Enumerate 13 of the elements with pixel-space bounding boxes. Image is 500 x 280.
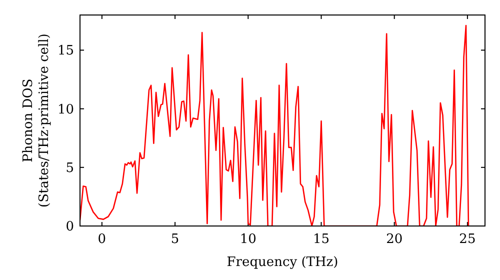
y-axis-title: Phonon DOS (States/THz·primitive cell)	[21, 33, 52, 208]
line-series	[80, 24, 470, 226]
y-tick-label: 5	[66, 160, 74, 176]
y-tick-label: 10	[57, 102, 74, 118]
y-tick-label: 15	[57, 44, 74, 59]
x-tick-label: 10	[240, 232, 256, 247]
y-tick-label: 0	[66, 220, 74, 234]
x-tick-label: 20	[386, 232, 403, 247]
x-tick-label: 25	[459, 232, 476, 247]
x-axis-title: Frequency (THz)	[226, 255, 338, 270]
x-tick-label: 5	[170, 232, 180, 247]
x-tick-label: 0	[98, 232, 106, 247]
x-tick-label: 15	[312, 232, 330, 247]
